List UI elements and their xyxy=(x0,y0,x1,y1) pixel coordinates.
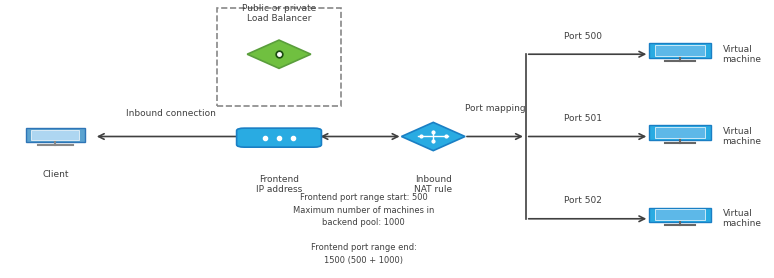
Text: Port mapping: Port mapping xyxy=(464,104,526,113)
Polygon shape xyxy=(247,40,311,68)
FancyBboxPatch shape xyxy=(26,128,84,142)
Text: Inbound
NAT rule: Inbound NAT rule xyxy=(414,175,452,195)
Text: Virtual
machine: Virtual machine xyxy=(722,209,762,229)
Text: Virtual
machine: Virtual machine xyxy=(722,127,762,146)
FancyBboxPatch shape xyxy=(649,43,711,58)
FancyBboxPatch shape xyxy=(655,127,705,138)
Polygon shape xyxy=(402,122,465,151)
Text: Virtual
machine: Virtual machine xyxy=(722,44,762,64)
Text: Port 501: Port 501 xyxy=(564,114,602,123)
Text: Port 500: Port 500 xyxy=(564,32,602,41)
Text: Port 502: Port 502 xyxy=(564,196,602,205)
Text: Frontend
IP address: Frontend IP address xyxy=(256,175,302,195)
FancyBboxPatch shape xyxy=(237,128,321,147)
FancyBboxPatch shape xyxy=(649,125,711,140)
FancyBboxPatch shape xyxy=(31,130,80,140)
FancyBboxPatch shape xyxy=(655,45,705,56)
Text: Frontend port range start: 500
Maximum number of machines in
backend pool: 1000
: Frontend port range start: 500 Maximum n… xyxy=(293,193,434,265)
Text: Public or private
Load Balancer: Public or private Load Balancer xyxy=(242,4,316,23)
FancyBboxPatch shape xyxy=(649,207,711,222)
Text: Client: Client xyxy=(42,170,69,179)
FancyBboxPatch shape xyxy=(655,209,705,220)
Text: Inbound connection: Inbound connection xyxy=(126,109,216,118)
